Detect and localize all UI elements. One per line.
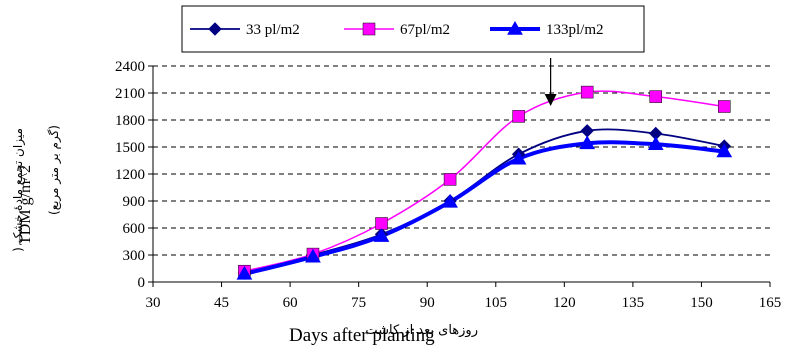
y-tick-label: 1500 xyxy=(115,140,145,156)
data-point-series-2 xyxy=(375,217,388,230)
data-point-series-3 xyxy=(647,136,664,151)
legend-marker-1 xyxy=(208,22,222,36)
x-tick-label: 105 xyxy=(485,295,508,311)
arrow-head xyxy=(544,94,557,106)
series-line-2 xyxy=(244,90,725,272)
data-point-series-2 xyxy=(649,90,662,103)
y-tick-label: 2400 xyxy=(115,59,145,75)
y-axis-label-persian: میزان تجمع مادۀ خشک ( xyxy=(11,128,26,252)
y-tick-label: 1800 xyxy=(115,113,145,129)
legend: 33 pl/m2 67pl/m2 133pl/m2 xyxy=(181,5,645,53)
series-line-3 xyxy=(243,140,725,276)
y-tick-label: 2100 xyxy=(115,86,145,102)
x-tick-label: 75 xyxy=(351,295,366,311)
legend-label-3: 133pl/m2 xyxy=(546,22,604,38)
legend-box xyxy=(181,5,645,53)
data-point-series-3 xyxy=(373,228,390,242)
legend-label-1: 33 pl/m2 xyxy=(246,22,300,38)
y-tick-labels: 0 300 600 900 1200 1500 1800 2100 2400 xyxy=(115,59,145,291)
data-point-series-2 xyxy=(512,110,525,123)
y-axis-label: TDM g/m^2 xyxy=(17,165,34,245)
y-tick-label: 0 xyxy=(138,275,146,291)
data-point-series-2 xyxy=(443,173,457,186)
y-tick-label: 1200 xyxy=(115,167,145,183)
plot-frame xyxy=(152,66,770,283)
data-point-series-3 xyxy=(579,135,596,150)
x-axis-label-persian: روزهای بعد از کاشت xyxy=(365,323,478,338)
x-tick-label: 60 xyxy=(283,295,298,311)
y-tick-label: 600 xyxy=(123,221,146,237)
data-point-series-1 xyxy=(580,124,594,138)
x-axis-label: Days after planting xyxy=(289,325,435,346)
x-tick-label: 165 xyxy=(759,295,782,311)
data-point-series-3 xyxy=(716,143,733,158)
x-tick-label: 120 xyxy=(553,295,576,311)
data-point-series-2 xyxy=(718,100,731,113)
data-point-series-2 xyxy=(580,85,594,99)
x-tick-label: 90 xyxy=(420,295,435,311)
x-tick-label: 135 xyxy=(622,295,645,311)
x-tick-labels: 30 45 60 75 90 105 120 135 150 165 xyxy=(146,295,782,311)
series-markers xyxy=(236,85,733,280)
y-axis-label-persian-unit: (گرم بر متر مربع) xyxy=(47,125,62,215)
data-point-series-3 xyxy=(236,265,253,280)
legend-marker-2 xyxy=(362,22,376,36)
legend-label-2: 67pl/m2 xyxy=(400,22,450,38)
data-point-series-3 xyxy=(442,193,458,208)
legend-marker-3 xyxy=(507,20,523,35)
annotation-arrow xyxy=(544,58,557,106)
data-point-series-3 xyxy=(305,248,321,263)
data-point-series-3 xyxy=(510,150,527,165)
series-lines xyxy=(243,90,725,276)
x-tick-label: 45 xyxy=(214,295,229,311)
x-tick-label: 150 xyxy=(690,295,713,311)
y-tick-label: 900 xyxy=(123,194,146,210)
y-tick-label: 300 xyxy=(123,248,146,264)
x-tick-label: 30 xyxy=(146,295,161,311)
